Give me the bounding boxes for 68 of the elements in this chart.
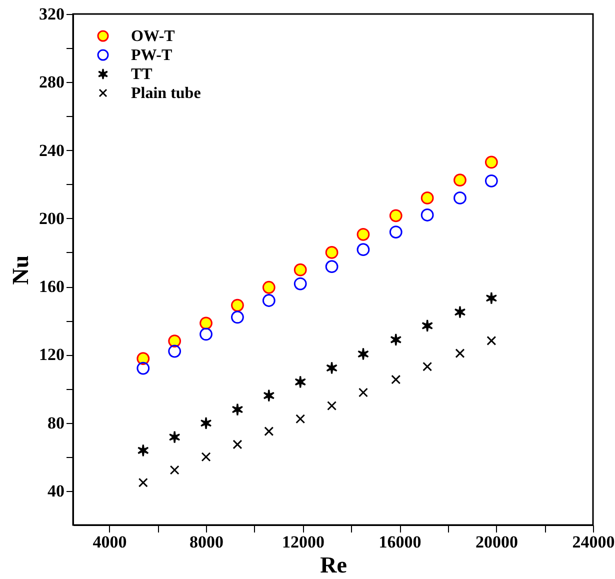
point [422, 362, 432, 372]
point [201, 452, 211, 462]
point [484, 156, 498, 169]
point [454, 306, 466, 319]
point [200, 416, 212, 430]
y-tick-label: 120 [39, 345, 64, 364]
point [390, 333, 402, 346]
point [420, 208, 434, 222]
point [263, 389, 275, 402]
point [391, 374, 401, 384]
point [294, 277, 307, 290]
point [356, 228, 370, 241]
point [262, 280, 276, 294]
point [168, 430, 180, 444]
point [232, 403, 244, 416]
x-tick-label: 8000 [190, 532, 224, 552]
point [389, 226, 402, 238]
point [136, 362, 150, 375]
y-tick-label: 160 [39, 277, 64, 296]
point [294, 375, 306, 388]
point [200, 316, 212, 330]
y-tick-label: 80 [48, 413, 64, 432]
point [420, 192, 434, 204]
point [484, 174, 498, 188]
y-tick-label: 200 [39, 208, 64, 228]
y-tick-label: 320 [39, 4, 64, 24]
point [138, 478, 148, 488]
point [294, 263, 307, 276]
point [264, 426, 274, 436]
point [168, 344, 182, 358]
point [262, 294, 276, 307]
x-tick-label: 12000 [282, 532, 325, 552]
point [137, 444, 149, 457]
point [486, 336, 496, 346]
point [296, 414, 306, 424]
point [200, 328, 212, 341]
x-axis-title: Re [320, 552, 347, 578]
point [486, 292, 498, 305]
y-tick-label: 240 [39, 140, 64, 160]
y-axis-title: Nu [8, 255, 33, 285]
point [326, 362, 338, 374]
y-tick-label: 280 [39, 72, 64, 92]
point [455, 348, 465, 358]
point [232, 440, 242, 450]
y-tick-label: 40 [48, 481, 64, 500]
point [454, 192, 466, 204]
point [168, 334, 182, 348]
point [356, 243, 370, 256]
point [325, 246, 338, 259]
legend-label: PW-T [131, 47, 173, 64]
legend-label: Plain tube [131, 85, 201, 102]
point [136, 352, 150, 366]
point [325, 260, 338, 274]
x-tick-label: 16000 [378, 532, 422, 552]
point [454, 174, 466, 187]
point [358, 388, 368, 398]
legend-label: OW-T [131, 28, 176, 45]
x-tick-label: 24000 [572, 532, 615, 552]
point [231, 310, 244, 324]
point [327, 401, 337, 411]
point [422, 319, 434, 332]
point [389, 209, 402, 222]
legend-label: TT [131, 66, 153, 83]
point [231, 298, 244, 312]
point [170, 465, 180, 475]
x-tick-label: 20000 [476, 532, 518, 552]
point [358, 348, 369, 360]
x-tick-label: 4000 [92, 532, 127, 552]
